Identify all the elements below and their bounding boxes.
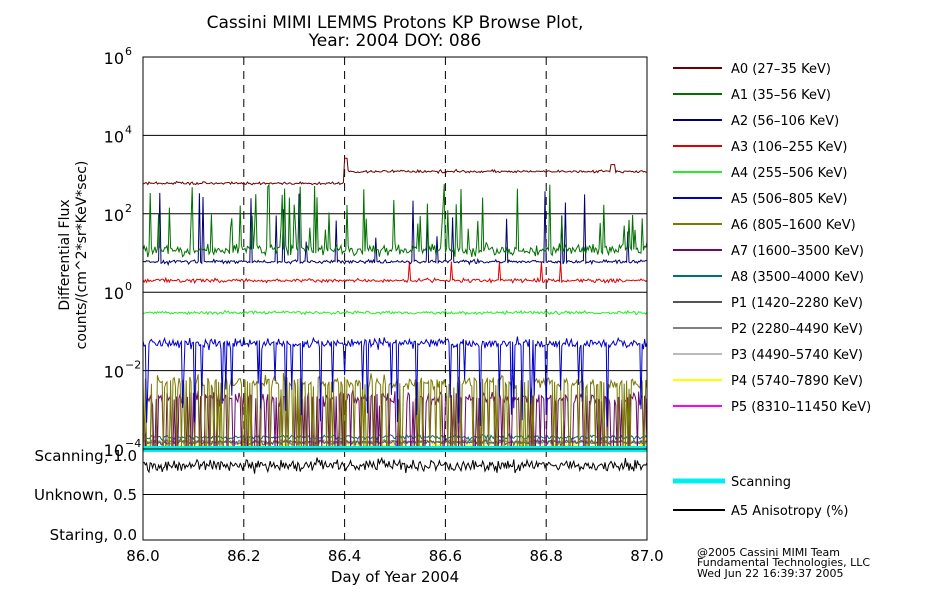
- legend-label-p5: P5 (8310–11450 KeV): [731, 400, 871, 415]
- x-tick-label: 87.0: [630, 547, 663, 565]
- series-line-a5: [142, 336, 648, 427]
- scanning-plot-frame: [142, 448, 648, 541]
- legend-label-anisotropy: A5 Anisotropy (%): [731, 504, 848, 519]
- legend-label-a4: A4 (255–506 KeV): [731, 166, 847, 181]
- legend-label-p2: P2 (2280–4490 KeV): [731, 322, 863, 337]
- x-tick-label: 86.6: [429, 547, 462, 565]
- series-line-a4: [143, 309, 648, 316]
- legend-label-a3: A3 (106–255 KeV): [731, 140, 847, 155]
- y-tick-label: 10: [104, 441, 124, 460]
- series-line-a3: [142, 261, 648, 285]
- y-tick-exponent: 0: [125, 280, 132, 293]
- grid-lines: [143, 56, 647, 540]
- credit-line3: Wed Jun 22 16:39:37 2005: [697, 567, 844, 580]
- y-tick-exponent: 6: [125, 45, 132, 58]
- legend-label-scanning: Scanning: [731, 475, 791, 490]
- scan-label-scanning: Scanning, 1.0: [34, 447, 137, 465]
- x-tick-label: 86.2: [227, 547, 260, 565]
- credit-line2: Fundamental Technologies, LLC: [697, 556, 870, 569]
- y-axis-label-line2: counts/(cm^2*sr*KeV*sec): [74, 161, 90, 350]
- series-line-a2: [142, 191, 648, 267]
- x-tick-label: 86.4: [328, 547, 361, 565]
- scan-label-unknown: Unknown, 0.5: [34, 486, 137, 504]
- legend-label-p1: P1 (1420–2280 KeV): [731, 296, 863, 311]
- y-tick-label: 10: [104, 284, 124, 303]
- legend-label-a1: A1 (35–56 KeV): [731, 88, 831, 103]
- y-axis-label-line1: Differential Flux: [57, 199, 73, 310]
- y-tick-label: 10: [104, 363, 124, 382]
- chart-title-line2: Year: 2004 DOY: 086: [308, 31, 482, 51]
- legend-label-a0: A0 (27–35 KeV): [731, 62, 831, 77]
- y-tick-label: 10: [104, 49, 124, 68]
- legend-label-p3: P3 (4490–5740 KeV): [731, 348, 863, 363]
- x-tick-label: 86.0: [126, 547, 159, 565]
- y-tick-exponent: 4: [125, 123, 132, 136]
- legend: A0 (27–35 KeV) A1 (35–56 KeV) A2 (56–106 K…: [673, 62, 871, 519]
- y-tick-label: 10: [104, 127, 124, 146]
- y-tick-exponent: 2: [125, 202, 132, 215]
- scan-label-staring: Staring, 0.0: [50, 526, 137, 544]
- scan-axis-labels: Scanning, 1.0 Unknown, 0.5 Staring, 0.0: [34, 447, 137, 544]
- legend-label-a2: A2 (56–106 KeV): [731, 114, 839, 129]
- chart-title-line1: Cassini MIMI LEMMS Protons KP Browse Plo…: [207, 13, 584, 33]
- series-line-anisotropy: [142, 456, 648, 474]
- series-line-a1: [142, 183, 648, 258]
- legend-label-a5: A5 (506–805 KeV): [731, 192, 847, 207]
- x-axis-label: Day of Year 2004: [331, 568, 459, 586]
- credit-line1: @2005 Cassini MIMI Team: [697, 546, 840, 559]
- legend-label-a7: A7 (1600–3500 KeV): [731, 244, 864, 259]
- x-tick-label: 86.8: [529, 547, 562, 565]
- y-tick-label: 10: [104, 206, 124, 225]
- series-line-a0: [142, 157, 648, 186]
- legend-label-p4: P4 (5740–7890 KeV): [731, 374, 863, 389]
- y-axis-label: Differential Flux counts/(cm^2*sr*KeV*se…: [57, 161, 90, 350]
- legend-label-a6: A6 (805–1600 KeV): [731, 218, 856, 233]
- credit-block: @2005 Cassini MIMI Team Fundamental Tech…: [697, 546, 870, 580]
- legend-label-a8: A8 (3500–4000 KeV): [731, 270, 864, 285]
- y-tick-exponent: −4: [125, 437, 141, 450]
- y-tick-exponent: −2: [125, 359, 141, 372]
- x-tick-labels: 86.0 86.2 86.4 86.6 86.8 87.0: [126, 547, 663, 565]
